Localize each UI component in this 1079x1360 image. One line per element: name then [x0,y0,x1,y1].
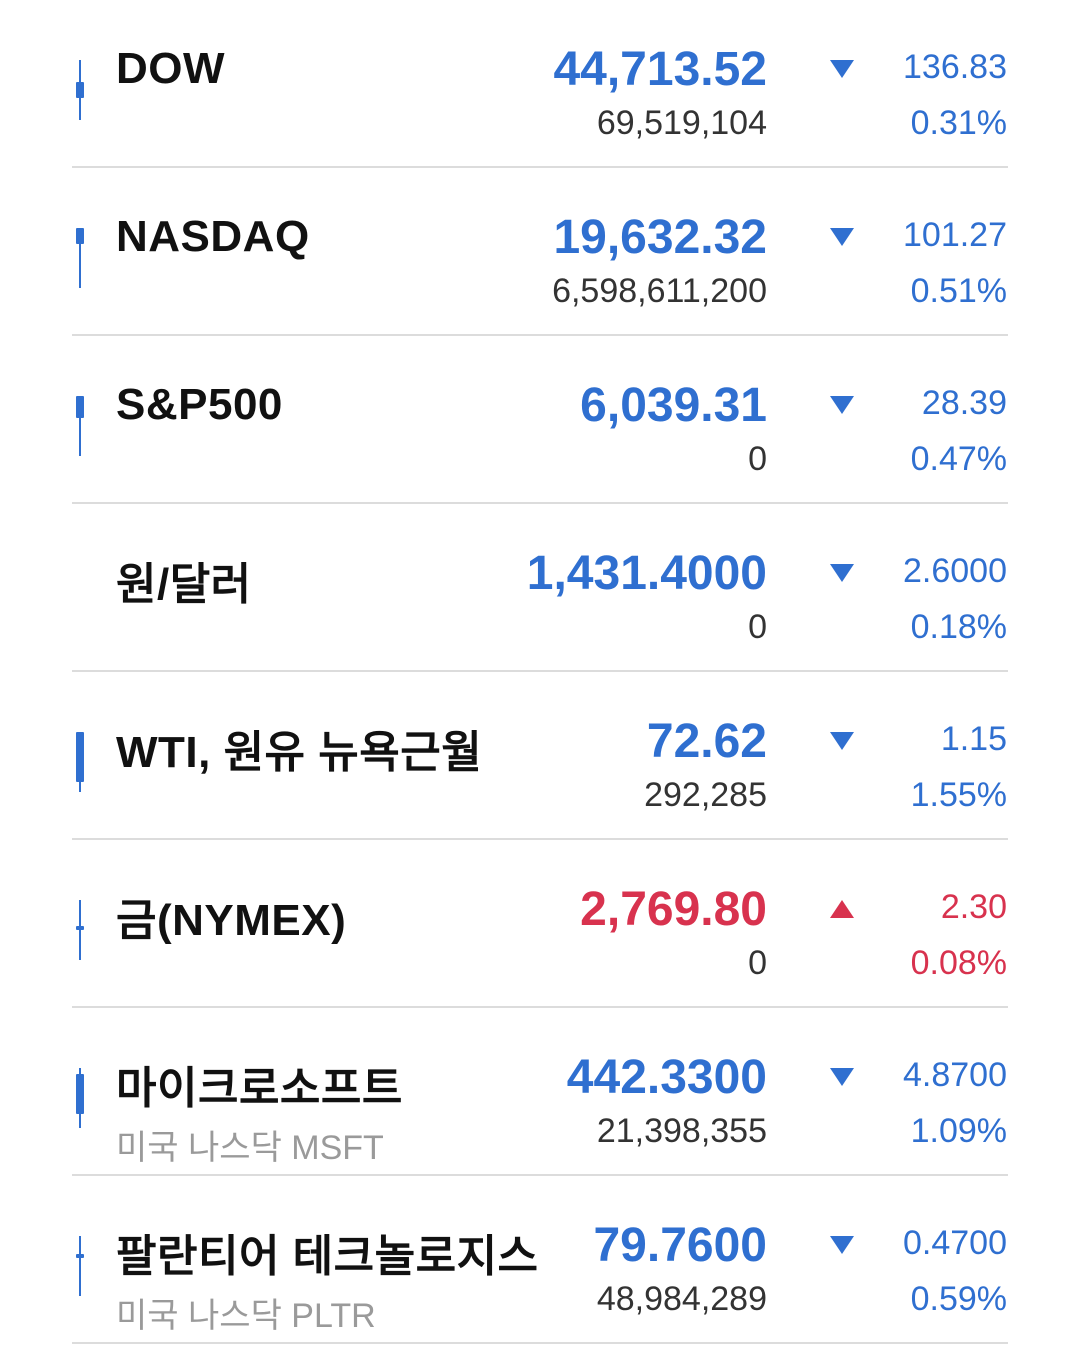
volume: 69,519,104 [596,104,767,142]
volume: 6,598,611,200 [552,272,767,310]
change-percent: 0.47% [910,440,1007,478]
change-value: 28.39 [921,384,1007,422]
instrument-name: 금(NYMEX) [116,896,347,945]
market-row-pltr[interactable]: 팔란티어 테크놀로지스 미국 나스닥 PLTR 79.7600 48,984,2… [0,1176,1079,1344]
change-percent: 1.09% [910,1112,1007,1150]
change-value: 2.6000 [903,552,1007,590]
price: 6,039.31 [580,379,767,432]
change-value: 0.4700 [903,1224,1007,1262]
divider [72,1342,1008,1344]
up-arrow-icon [830,900,854,918]
market-row-gold[interactable]: 금(NYMEX) 2,769.80 0 2.30 0.08% [0,840,1079,1008]
change-percent: 0.08% [910,944,1007,982]
volume: 292,285 [644,776,767,814]
change-percent: 0.59% [910,1280,1007,1318]
divider [72,670,1008,672]
market-row-wti[interactable]: WTI, 원유 뉴욕근월 72.62 292,285 1.15 1.55% [0,672,1079,840]
instrument-name: WTI, 원유 뉴욕근월 [116,728,483,777]
down-arrow-icon [830,228,854,246]
candlestick-icon [74,396,86,456]
market-row-nasdaq[interactable]: NASDAQ 19,632.32 6,598,611,200 101.27 0.… [0,168,1079,336]
instrument-name: 팔란티어 테크놀로지스 [116,1232,539,1281]
change-value: 136.83 [903,48,1007,86]
candlestick-icon [74,1236,86,1296]
divider [72,838,1008,840]
candlestick-icon [74,900,86,960]
divider [72,502,1008,504]
down-arrow-icon [830,396,854,414]
market-row-sp500[interactable]: S&P500 6,039.31 0 28.39 0.47% [0,336,1079,504]
change-value: 4.8700 [903,1056,1007,1094]
change-value: 101.27 [903,216,1007,254]
price: 72.62 [646,715,767,768]
instrument-name: S&P500 [116,380,283,429]
price: 1,431.4000 [526,547,767,600]
market-row-krw-usd[interactable]: 원/달러 1,431.4000 0 2.6000 0.18% [0,504,1079,672]
down-arrow-icon [830,60,854,78]
volume: 0 [748,944,767,982]
change-percent: 0.18% [910,608,1007,646]
price: 442.3300 [566,1051,767,1104]
change-value: 1.15 [940,720,1007,758]
change-percent: 0.51% [910,272,1007,310]
price: 19,632.32 [553,211,767,264]
exchange-ticker: 미국 나스닥 MSFT [116,1129,384,1167]
divider [72,166,1008,168]
market-row-msft[interactable]: 마이크로소프트 미국 나스닥 MSFT 442.3300 21,398,355 … [0,1008,1079,1176]
volume: 48,984,289 [596,1280,767,1318]
change-value: 2.30 [940,888,1007,926]
volume: 21,398,355 [596,1112,767,1150]
instrument-name: 원/달러 [116,560,252,609]
exchange-ticker: 미국 나스닥 PLTR [116,1297,376,1335]
candlestick-icon [74,1068,86,1128]
price: 79.7600 [593,1219,767,1272]
down-arrow-icon [830,732,854,750]
volume: 0 [748,608,767,646]
divider [72,334,1008,336]
instrument-name: 마이크로소프트 [116,1064,403,1113]
down-arrow-icon [830,1068,854,1086]
divider [72,1006,1008,1008]
instrument-name: NASDAQ [116,212,310,261]
divider [72,1174,1008,1176]
candlestick-icon [74,60,86,120]
change-percent: 0.31% [910,104,1007,142]
down-arrow-icon [830,1236,854,1254]
candlestick-icon [74,228,86,288]
candlestick-icon [74,732,86,792]
market-row-dow[interactable]: DOW 44,713.52 69,519,104 136.83 0.31% [0,0,1079,168]
change-percent: 1.55% [910,776,1007,814]
down-arrow-icon [830,564,854,582]
price: 44,713.52 [553,43,767,96]
price: 2,769.80 [580,883,767,936]
volume: 0 [748,440,767,478]
instrument-name: DOW [116,44,226,93]
